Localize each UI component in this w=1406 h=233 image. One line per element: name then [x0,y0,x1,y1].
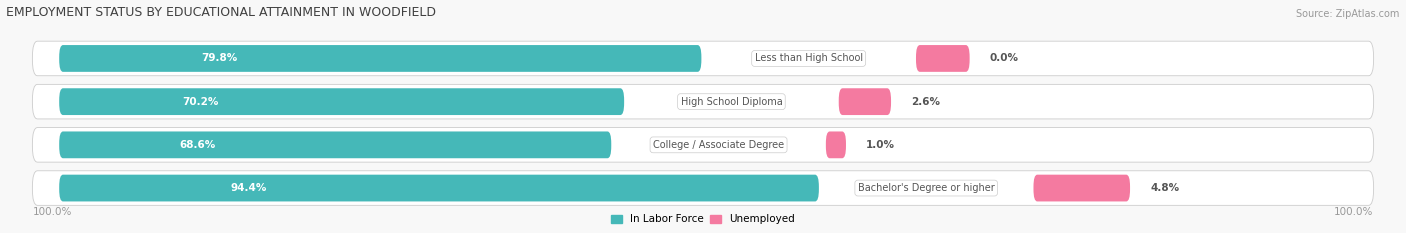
Text: 79.8%: 79.8% [201,53,238,63]
Text: 94.4%: 94.4% [231,183,267,193]
Text: 70.2%: 70.2% [183,97,218,107]
Text: 100.0%: 100.0% [1334,207,1374,217]
FancyBboxPatch shape [839,88,891,115]
FancyBboxPatch shape [32,41,1374,76]
FancyBboxPatch shape [32,171,1374,205]
Text: EMPLOYMENT STATUS BY EDUCATIONAL ATTAINMENT IN WOODFIELD: EMPLOYMENT STATUS BY EDUCATIONAL ATTAINM… [6,6,436,19]
FancyBboxPatch shape [915,45,970,72]
Text: High School Diploma: High School Diploma [681,97,782,107]
Text: 100.0%: 100.0% [32,207,72,217]
FancyBboxPatch shape [59,45,702,72]
Text: 1.0%: 1.0% [866,140,896,150]
Text: 0.0%: 0.0% [990,53,1019,63]
FancyBboxPatch shape [59,131,612,158]
Legend: In Labor Force, Unemployed: In Labor Force, Unemployed [607,210,799,229]
FancyBboxPatch shape [32,128,1374,162]
FancyBboxPatch shape [1033,175,1130,202]
Text: Source: ZipAtlas.com: Source: ZipAtlas.com [1295,9,1399,19]
Text: 4.8%: 4.8% [1150,183,1180,193]
FancyBboxPatch shape [59,88,624,115]
FancyBboxPatch shape [825,131,846,158]
Text: 2.6%: 2.6% [911,97,941,107]
Text: Less than High School: Less than High School [755,53,863,63]
Text: Bachelor's Degree or higher: Bachelor's Degree or higher [858,183,994,193]
Text: College / Associate Degree: College / Associate Degree [652,140,785,150]
Text: 68.6%: 68.6% [179,140,215,150]
FancyBboxPatch shape [59,175,818,202]
FancyBboxPatch shape [32,84,1374,119]
